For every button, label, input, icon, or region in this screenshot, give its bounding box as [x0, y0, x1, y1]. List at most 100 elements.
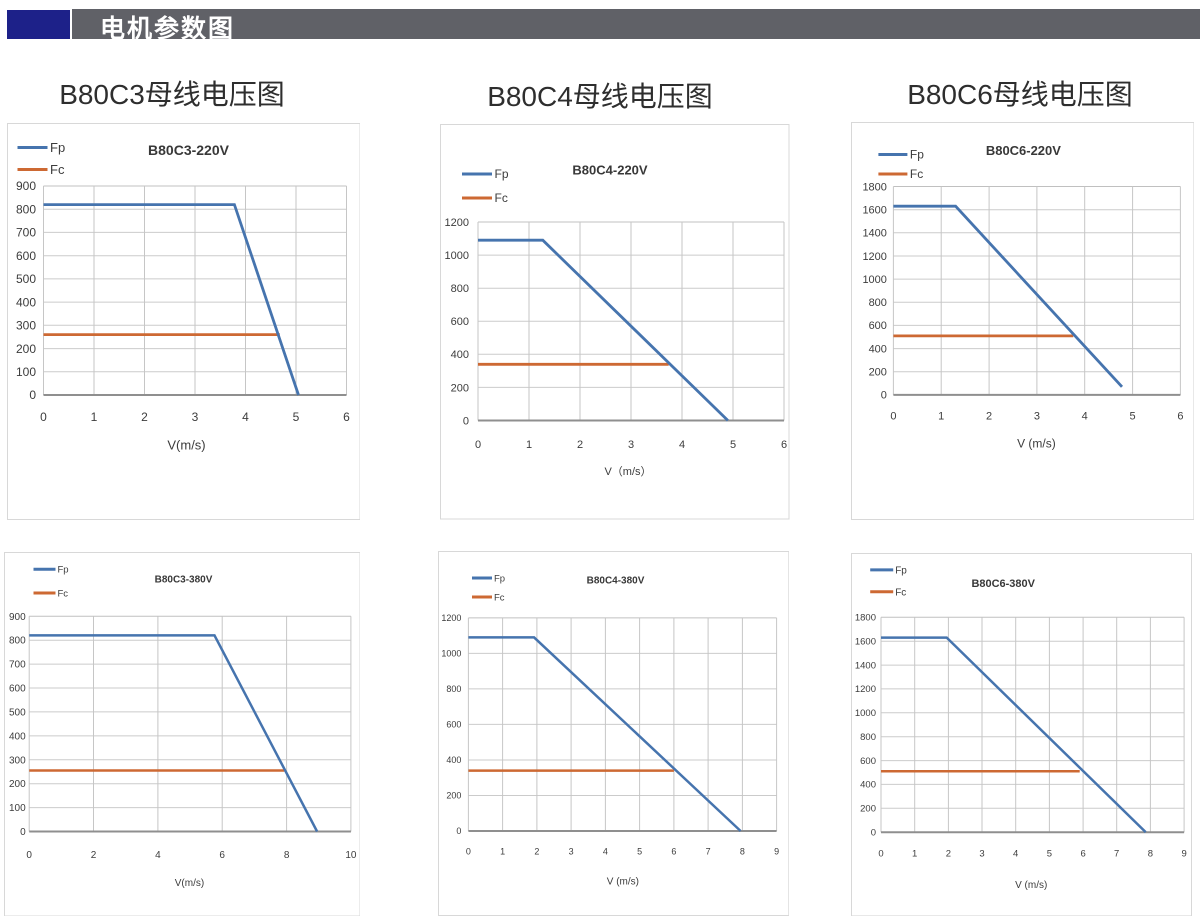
svg-text:Fp: Fp — [494, 573, 505, 584]
svg-text:0: 0 — [871, 827, 876, 838]
svg-text:Fc: Fc — [895, 587, 906, 598]
svg-text:V(m/s): V(m/s) — [167, 438, 205, 453]
svg-text:700: 700 — [9, 659, 26, 670]
svg-text:8: 8 — [740, 847, 745, 857]
svg-text:5: 5 — [730, 439, 736, 451]
svg-text:Fp: Fp — [495, 167, 509, 181]
svg-text:1400: 1400 — [855, 660, 876, 671]
svg-text:800: 800 — [15, 202, 35, 216]
svg-text:V（m/s）: V（m/s） — [604, 465, 651, 478]
svg-text:5: 5 — [292, 410, 299, 424]
svg-text:700: 700 — [15, 226, 35, 240]
svg-text:600: 600 — [9, 683, 26, 694]
svg-text:2: 2 — [577, 439, 583, 451]
svg-text:100: 100 — [9, 803, 26, 814]
svg-text:600: 600 — [868, 320, 886, 332]
svg-text:2: 2 — [946, 848, 951, 859]
svg-text:600: 600 — [446, 720, 461, 730]
svg-text:200: 200 — [860, 803, 876, 814]
svg-text:V (m/s): V (m/s) — [1015, 879, 1047, 890]
svg-text:1: 1 — [912, 848, 917, 859]
svg-text:300: 300 — [9, 755, 26, 766]
svg-text:3: 3 — [569, 847, 574, 857]
svg-text:1000: 1000 — [855, 708, 876, 719]
svg-text:0: 0 — [466, 847, 471, 857]
svg-text:1200: 1200 — [441, 613, 461, 623]
svg-text:9: 9 — [774, 847, 779, 857]
svg-text:Fp: Fp — [57, 564, 68, 575]
svg-text:6: 6 — [1177, 410, 1183, 422]
svg-text:6: 6 — [671, 847, 676, 857]
svg-text:500: 500 — [9, 707, 26, 718]
svg-text:7: 7 — [706, 847, 711, 857]
svg-text:800: 800 — [860, 732, 876, 743]
svg-text:4: 4 — [1081, 410, 1087, 422]
svg-text:800: 800 — [451, 283, 469, 295]
svg-text:10: 10 — [345, 850, 357, 861]
svg-text:800: 800 — [9, 635, 26, 646]
svg-text:400: 400 — [9, 731, 26, 742]
svg-text:900: 900 — [15, 179, 35, 193]
svg-text:V (m/s): V (m/s) — [1017, 436, 1056, 450]
svg-text:600: 600 — [15, 249, 35, 263]
svg-text:5: 5 — [1129, 410, 1135, 422]
svg-text:Fc: Fc — [495, 191, 508, 205]
svg-text:900: 900 — [9, 611, 26, 622]
svg-text:1800: 1800 — [862, 181, 886, 193]
svg-text:B80C6-220V: B80C6-220V — [985, 143, 1060, 158]
svg-text:4: 4 — [155, 850, 161, 861]
svg-text:Fp: Fp — [909, 147, 923, 161]
svg-text:1800: 1800 — [855, 612, 876, 623]
svg-text:800: 800 — [868, 297, 886, 309]
svg-text:400: 400 — [446, 755, 461, 765]
svg-text:2: 2 — [534, 847, 539, 857]
svg-text:Fc: Fc — [57, 588, 68, 599]
svg-text:V(m/s): V(m/s) — [174, 878, 203, 889]
svg-text:200: 200 — [15, 342, 35, 356]
svg-text:600: 600 — [860, 756, 876, 767]
svg-text:200: 200 — [446, 791, 461, 801]
svg-text:1600: 1600 — [855, 636, 876, 647]
svg-text:0: 0 — [29, 388, 36, 402]
svg-text:Fc: Fc — [50, 162, 65, 177]
svg-text:B80C3-380V: B80C3-380V — [154, 574, 212, 585]
svg-text:0: 0 — [40, 410, 47, 424]
svg-text:1: 1 — [938, 410, 944, 422]
svg-text:0: 0 — [26, 850, 32, 861]
svg-text:200: 200 — [451, 382, 469, 394]
svg-text:4: 4 — [603, 847, 608, 857]
svg-text:0: 0 — [475, 439, 481, 451]
svg-text:0: 0 — [20, 827, 26, 838]
svg-text:0: 0 — [463, 415, 469, 427]
svg-text:0: 0 — [456, 826, 461, 836]
svg-text:B80C4-380V: B80C4-380V — [587, 576, 645, 587]
svg-text:2: 2 — [90, 850, 96, 861]
svg-text:3: 3 — [1033, 410, 1039, 422]
svg-text:1: 1 — [526, 439, 532, 451]
svg-text:6: 6 — [343, 410, 350, 424]
svg-text:V (m/s): V (m/s) — [607, 876, 639, 887]
svg-text:5: 5 — [637, 847, 642, 857]
svg-text:4: 4 — [679, 439, 685, 451]
svg-text:9: 9 — [1181, 848, 1186, 859]
svg-text:6: 6 — [219, 850, 225, 861]
svg-text:B80C4-220V: B80C4-220V — [572, 163, 647, 178]
svg-text:400: 400 — [868, 343, 886, 355]
svg-text:2: 2 — [986, 410, 992, 422]
svg-text:200: 200 — [9, 779, 26, 790]
svg-text:Fp: Fp — [50, 140, 65, 155]
svg-text:3: 3 — [628, 439, 634, 451]
svg-text:1600: 1600 — [862, 204, 886, 216]
svg-text:1200: 1200 — [445, 217, 469, 229]
svg-text:100: 100 — [15, 365, 35, 379]
svg-text:400: 400 — [860, 779, 876, 790]
svg-text:0: 0 — [880, 389, 886, 401]
svg-text:4: 4 — [1013, 848, 1018, 859]
svg-text:3: 3 — [979, 848, 984, 859]
svg-text:1: 1 — [500, 847, 505, 857]
svg-text:B80C3-220V: B80C3-220V — [148, 142, 230, 158]
svg-text:1: 1 — [90, 410, 97, 424]
svg-text:0: 0 — [890, 410, 896, 422]
svg-text:3: 3 — [191, 410, 198, 424]
svg-text:Fc: Fc — [909, 167, 922, 181]
